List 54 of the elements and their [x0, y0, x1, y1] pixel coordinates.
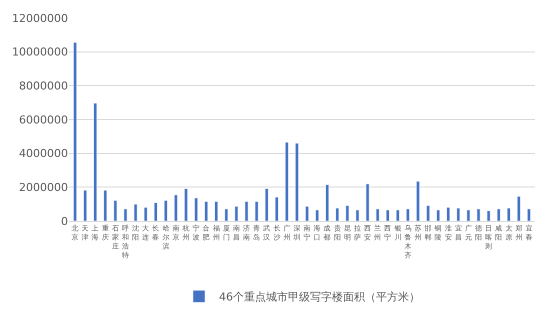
bar — [275, 196, 279, 221]
bar — [366, 184, 370, 221]
bar — [356, 210, 360, 221]
bar — [83, 190, 87, 221]
bar — [234, 206, 238, 221]
bar — [336, 208, 340, 221]
y-tick-label: 2000000 — [19, 181, 68, 194]
bar — [194, 198, 198, 221]
bar — [315, 210, 319, 221]
bar — [124, 208, 128, 221]
y-tick-label: 0 — [61, 214, 68, 228]
bar — [456, 208, 460, 221]
bar — [396, 210, 400, 221]
bar — [436, 210, 440, 221]
y-tick-label: 12000000 — [12, 12, 68, 25]
bar — [154, 202, 158, 221]
bar — [224, 208, 228, 221]
bar — [164, 200, 168, 221]
bar — [144, 207, 148, 221]
bar — [406, 208, 410, 221]
bar — [244, 201, 248, 221]
bar — [325, 184, 329, 221]
bar — [305, 206, 309, 221]
bar — [416, 181, 420, 221]
bar — [204, 201, 208, 221]
bar — [517, 196, 521, 221]
bar — [93, 103, 97, 221]
bar — [376, 208, 380, 221]
bar — [386, 210, 390, 221]
y-tick-label: 6000000 — [19, 113, 68, 126]
bar — [486, 210, 490, 221]
bar — [346, 205, 350, 221]
bar — [466, 210, 470, 221]
bar — [264, 188, 268, 221]
bar — [476, 208, 480, 221]
bar — [295, 143, 299, 221]
y-tick-label: 8000000 — [19, 80, 68, 93]
y-tick-label: 10000000 — [12, 46, 68, 59]
bar — [134, 204, 138, 221]
bar — [104, 190, 108, 221]
bar — [214, 201, 218, 221]
bar — [527, 208, 531, 221]
legend-label: 46个重点城市甲级写字楼面积（平方米） — [219, 290, 420, 304]
bar — [114, 200, 118, 221]
bar — [507, 208, 511, 221]
bar — [184, 188, 188, 221]
bar — [73, 42, 77, 221]
bar — [426, 205, 430, 221]
bar — [285, 142, 289, 221]
bar — [496, 208, 500, 221]
bar — [174, 194, 178, 221]
y-tick-label: 4000000 — [19, 147, 68, 160]
bar — [254, 201, 258, 221]
bar — [446, 207, 450, 221]
